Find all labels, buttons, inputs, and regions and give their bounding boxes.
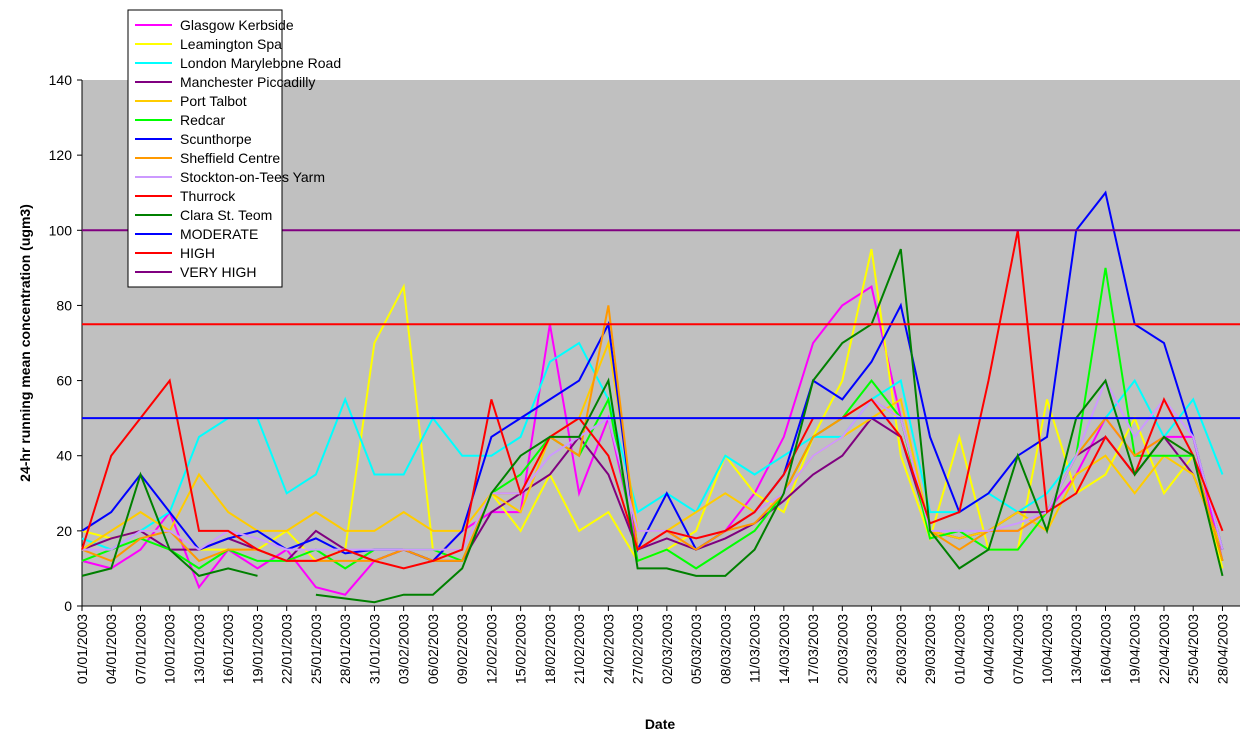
y-tick-label: 0 xyxy=(64,598,72,614)
x-tick-label: 21/02/2003 xyxy=(571,614,587,684)
x-tick-label: 09/02/2003 xyxy=(454,614,470,684)
x-tick-label: 10/01/2003 xyxy=(162,614,178,684)
y-tick-label: 100 xyxy=(49,222,73,238)
x-tick-label: 20/03/2003 xyxy=(834,614,850,684)
x-tick-label: 14/03/2003 xyxy=(776,614,792,684)
y-tick-label: 60 xyxy=(56,373,72,389)
x-tick-label: 28/01/2003 xyxy=(337,614,353,684)
x-tick-label: 19/04/2003 xyxy=(1127,614,1143,684)
y-tick-label: 120 xyxy=(49,147,73,163)
x-tick-label: 27/02/2003 xyxy=(630,614,646,684)
legend-label: Thurrock xyxy=(180,188,236,204)
x-tick-label: 26/03/2003 xyxy=(893,614,909,684)
x-tick-label: 06/02/2003 xyxy=(425,614,441,684)
x-tick-label: 16/04/2003 xyxy=(1097,614,1113,684)
legend-label: Redcar xyxy=(180,112,225,128)
legend-label: London Marylebone Road xyxy=(180,55,341,71)
y-tick-label: 20 xyxy=(56,523,72,539)
legend-label: Sheffield Centre xyxy=(180,150,280,166)
x-tick-label: 22/04/2003 xyxy=(1156,614,1172,684)
x-tick-label: 13/01/2003 xyxy=(191,614,207,684)
y-tick-label: 80 xyxy=(56,297,72,313)
series-line xyxy=(81,190,1224,563)
x-tick-label: 23/03/2003 xyxy=(864,614,880,684)
x-tick-label: 31/01/2003 xyxy=(366,614,382,684)
legend-label: Stockton-on-Tees Yarm xyxy=(180,169,325,185)
x-tick-label: 07/04/2003 xyxy=(1010,614,1026,684)
x-tick-label: 12/02/2003 xyxy=(483,614,499,684)
y-tick-label: 140 xyxy=(49,72,73,88)
x-tick-label: 01/01/2003 xyxy=(74,614,90,684)
x-tick-label: 13/04/2003 xyxy=(1068,614,1084,684)
x-tick-label: 17/03/2003 xyxy=(805,614,821,684)
legend-label: Clara St. Teom xyxy=(180,207,272,223)
legend-label: Manchester Piccadilly xyxy=(180,74,315,90)
x-axis-title: Date xyxy=(645,716,676,732)
series-line xyxy=(81,341,1224,551)
x-tick-label: 03/02/2003 xyxy=(396,614,412,684)
legend-box xyxy=(127,9,283,288)
x-tick-label: 04/04/2003 xyxy=(981,614,997,684)
x-tick-label: 29/03/2003 xyxy=(922,614,938,684)
x-tick-label: 04/01/2003 xyxy=(103,614,119,684)
x-tick-label: 19/01/2003 xyxy=(249,614,265,684)
x-tick-label: 07/01/2003 xyxy=(132,614,148,684)
series-line xyxy=(81,267,1224,570)
x-tick-label: 16/01/2003 xyxy=(220,614,236,684)
x-tick-label: 05/03/2003 xyxy=(688,614,704,684)
x-tick-label: 22/01/2003 xyxy=(279,614,295,684)
y-tick-label: 40 xyxy=(56,448,72,464)
x-tick-label: 28/04/2003 xyxy=(1214,614,1230,684)
y-axis-title: 24-hr running mean concentration (ugm3) xyxy=(17,204,33,482)
series-line xyxy=(81,230,1224,570)
series-line xyxy=(82,378,1224,551)
x-tick-label: 18/02/2003 xyxy=(542,614,558,684)
x-tick-label: 01/04/2003 xyxy=(951,614,967,684)
legend-label: Glasgow Kerbside xyxy=(180,17,294,33)
x-tick-label: 24/02/2003 xyxy=(600,614,616,684)
legend-label: Port Talbot xyxy=(180,93,247,109)
x-tick-label: 10/04/2003 xyxy=(1039,614,1055,684)
x-tick-label: 25/01/2003 xyxy=(308,614,324,684)
x-tick-label: 25/04/2003 xyxy=(1185,614,1201,684)
x-tick-label: 15/02/2003 xyxy=(513,614,529,684)
legend-label: VERY HIGH xyxy=(180,264,257,280)
x-tick-label: 11/03/2003 xyxy=(747,614,763,683)
legend-label: Leamington Spa xyxy=(180,36,282,52)
legend-label: HIGH xyxy=(180,245,215,261)
x-tick-label: 02/03/2003 xyxy=(659,614,675,684)
legend: Glasgow Kerbside Leamington Spa London Mar… xyxy=(127,9,341,288)
legend-label: Scunthorpe xyxy=(180,131,252,147)
legend-label: MODERATE xyxy=(180,226,258,242)
series-line xyxy=(81,248,1224,604)
x-tick-label: 08/03/2003 xyxy=(717,614,733,684)
